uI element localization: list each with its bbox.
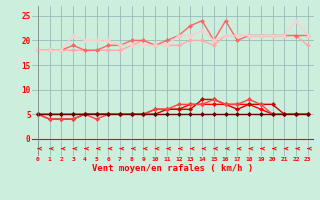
X-axis label: Vent moyen/en rafales ( km/h ): Vent moyen/en rafales ( km/h ) xyxy=(92,164,253,173)
